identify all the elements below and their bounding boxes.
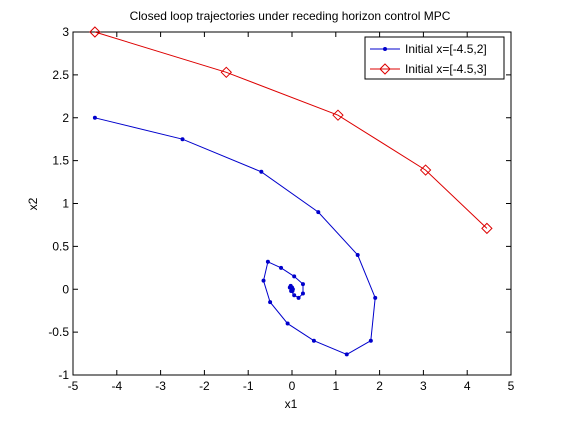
series-1-point	[373, 295, 378, 300]
series-2-point	[220, 66, 233, 79]
series-layer	[89, 26, 493, 357]
x-tick-label: 5	[508, 379, 515, 393]
series-1-point	[265, 259, 270, 264]
legend-label-series-2: Initial x=[-4.5,3]	[405, 62, 487, 76]
y-tick-label: 2	[62, 111, 69, 125]
series-1-point	[296, 295, 301, 300]
series-1-point	[290, 287, 294, 292]
y-axis-label: x2	[26, 197, 40, 210]
series-1-point	[259, 169, 264, 174]
series-1-point	[344, 352, 349, 357]
plot-area	[72, 31, 512, 376]
series-2-point	[419, 164, 432, 176]
y-tick-label: 1	[62, 197, 69, 211]
series-1-point	[180, 137, 185, 142]
chart-title: Closed loop trajectories under receding …	[130, 9, 451, 23]
x-tick-label: 3	[420, 379, 427, 393]
series-1-point	[268, 300, 273, 305]
series-1-point	[261, 278, 266, 283]
x-tick-label: 0	[289, 379, 296, 393]
series-2-point	[332, 109, 344, 121]
y-tick-label: 0	[62, 282, 69, 296]
x-tick-label: 2	[376, 379, 383, 393]
series-2-point	[481, 222, 493, 235]
x-tick-label: -3	[155, 379, 166, 393]
x-tick-label: -5	[68, 379, 79, 393]
y-tick-label: 0.5	[52, 239, 69, 253]
x-tick-label: 4	[464, 379, 471, 393]
series-1-point	[355, 252, 360, 257]
x-axis-label: x1	[285, 397, 298, 411]
x-tick-label: -2	[199, 379, 210, 393]
series-1-point	[311, 338, 316, 343]
series-1-point	[316, 210, 321, 215]
series-1-point	[292, 293, 297, 298]
y-tick-label: 3	[62, 25, 69, 39]
series-1-point	[368, 338, 373, 343]
y-tick-label: 2.5	[52, 68, 69, 82]
series-1-point	[285, 321, 290, 326]
y-tick-label: 1.5	[52, 154, 69, 168]
series-1-point	[292, 274, 297, 279]
series-1-point	[300, 291, 305, 296]
legend-box	[364, 36, 505, 80]
series-1-point	[92, 115, 97, 120]
x-tick-label: -1	[243, 379, 254, 393]
y-axis-ticks: -1 -0.5 0 0.5 1 1.5 2 2.5 3	[48, 25, 511, 382]
x-tick-label: 1	[332, 379, 339, 393]
y-tick-label: -1	[58, 368, 69, 382]
legend-marker-series-1	[383, 47, 387, 51]
series-2-point	[89, 26, 101, 38]
series-2-line	[94, 31, 488, 229]
legend-label-series-1: Initial x=[-4.5,2]	[405, 42, 487, 56]
x-axis-ticks: -5 -4 -3 -2 -1 0 1 2 3 4 5	[68, 32, 515, 393]
legend-marker-series-2	[379, 63, 391, 75]
x-tick-label: -4	[111, 379, 122, 393]
series-1-point	[279, 265, 284, 270]
series-1-point	[300, 282, 305, 287]
legend: Initial x=[-4.5,2] Initial x=[-4.5,3]	[364, 36, 505, 80]
y-tick-label: -0.5	[48, 325, 69, 339]
